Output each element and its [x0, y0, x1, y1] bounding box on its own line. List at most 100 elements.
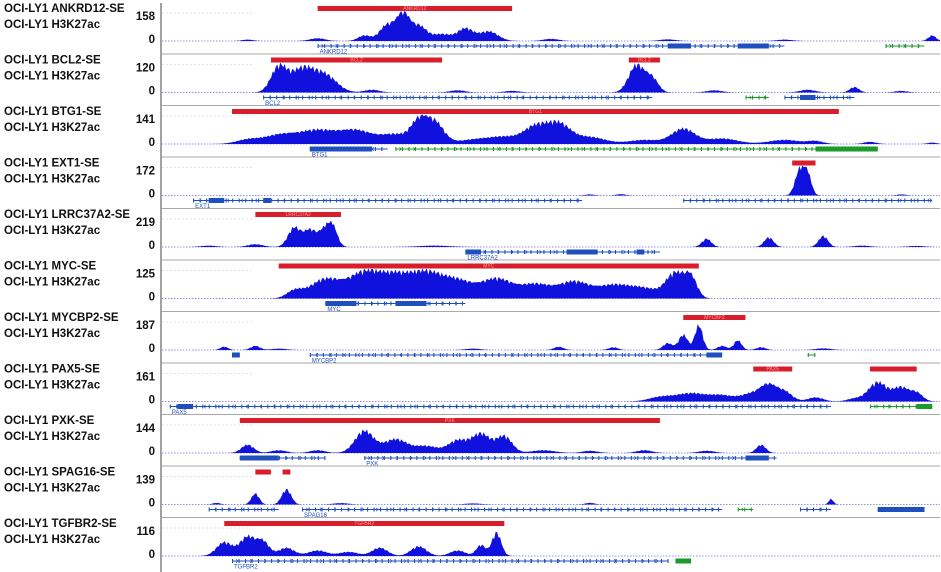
exon-tick — [360, 95, 362, 100]
exon-tick — [309, 353, 311, 357]
exon-tick — [533, 404, 535, 409]
exon-tick — [682, 456, 684, 460]
exon-tick — [711, 507, 713, 512]
exon-tick — [356, 44, 358, 48]
strand-chevron — [749, 404, 753, 409]
exon-tick — [655, 44, 657, 48]
exon-tick — [904, 198, 906, 203]
exon-tick — [800, 404, 802, 409]
strand-chevron — [436, 198, 440, 203]
exon-tick — [488, 404, 490, 409]
exon-tick — [493, 44, 495, 48]
exon-tick — [459, 353, 461, 357]
exon-tick — [453, 147, 455, 151]
exon-tick — [683, 404, 685, 409]
se-bar-name: BCL2 — [638, 58, 651, 64]
strand-chevron — [606, 455, 609, 461]
strand-chevron — [508, 455, 511, 461]
strand-chevron — [889, 43, 893, 49]
se-bar — [232, 109, 839, 114]
h3k27ac-signal — [162, 380, 940, 402]
exon-tick — [649, 44, 651, 48]
exon-tick — [455, 301, 457, 306]
exon-tick — [537, 559, 539, 563]
exon-tick — [238, 198, 240, 203]
exon-tick — [555, 95, 557, 100]
exon-block — [239, 455, 279, 461]
exon-tick — [550, 198, 552, 203]
exon-tick — [635, 147, 637, 151]
exon-tick — [426, 353, 428, 357]
exon-tick — [530, 353, 532, 357]
gene-name: EXT1 — [195, 204, 211, 210]
exon-tick — [388, 198, 390, 203]
exon-tick — [347, 507, 349, 512]
exon-tick — [596, 559, 598, 563]
strand-chevron — [441, 352, 445, 358]
exon-tick — [557, 198, 559, 203]
strand-chevron — [641, 558, 645, 564]
exon-tick — [715, 404, 717, 409]
exon-tick — [510, 250, 513, 254]
strand-chevron — [620, 455, 623, 461]
strand-chevron — [441, 146, 444, 152]
exon-tick — [421, 44, 423, 48]
exon-tick — [263, 95, 265, 100]
exon-tick — [512, 147, 514, 151]
exon-tick — [351, 404, 353, 409]
exon-tick — [748, 404, 750, 409]
exon-tick — [512, 44, 514, 48]
exon-tick — [511, 198, 513, 203]
exon-tick — [576, 353, 578, 357]
exon-tick — [419, 95, 421, 100]
exon-tick — [329, 353, 331, 357]
exon-tick — [492, 147, 494, 151]
exon-tick — [433, 353, 435, 357]
exon-block — [799, 95, 816, 100]
exon-tick — [865, 198, 867, 203]
exon-tick — [322, 353, 324, 357]
exon-tick — [269, 95, 271, 100]
strand-chevron — [529, 507, 533, 512]
exon-tick — [510, 507, 512, 512]
exon-block — [636, 249, 645, 255]
exon-tick — [819, 507, 821, 512]
exon-tick — [396, 456, 398, 460]
exon-tick — [536, 507, 538, 512]
y-max-label: 125 — [136, 269, 156, 281]
exon-tick — [602, 353, 604, 357]
strand-chevron — [590, 95, 594, 100]
signal-label: OCI-LY1 H3K27ac — [4, 534, 101, 546]
exon-tick — [401, 559, 403, 563]
exon-tick — [276, 95, 278, 100]
strand-chevron — [553, 249, 556, 255]
exon-tick — [428, 44, 430, 48]
se-label: OCI-LY1 EXT1-SE — [4, 158, 100, 170]
exon-tick — [733, 44, 735, 48]
exon-tick — [910, 198, 912, 203]
exon-block — [706, 352, 723, 358]
exon-tick — [689, 404, 691, 409]
exon-tick — [576, 198, 578, 203]
exon-tick — [589, 559, 591, 563]
exon-tick — [423, 404, 425, 409]
exon-tick — [306, 404, 308, 409]
exon-tick — [492, 198, 494, 203]
exon-tick — [642, 147, 644, 151]
strand-chevron — [366, 198, 370, 203]
strand-chevron — [503, 43, 507, 49]
exon-tick — [915, 404, 917, 409]
strand-chevron — [665, 404, 669, 409]
exon-tick — [514, 404, 516, 409]
exon-tick — [504, 250, 506, 254]
panel-7: OCI-LY1 PAX5-SE OCI-LY1 H3K27ac 161 0 PAX5 PA… — [4, 364, 940, 416]
exon-tick — [748, 198, 750, 203]
exon-tick — [429, 456, 431, 460]
exon-tick — [251, 559, 253, 563]
exon-tick — [839, 198, 841, 203]
exon-tick — [355, 559, 357, 563]
exon-tick — [375, 198, 377, 203]
exon-tick — [435, 301, 437, 306]
exon-tick — [653, 507, 655, 512]
exon-tick — [446, 198, 448, 203]
